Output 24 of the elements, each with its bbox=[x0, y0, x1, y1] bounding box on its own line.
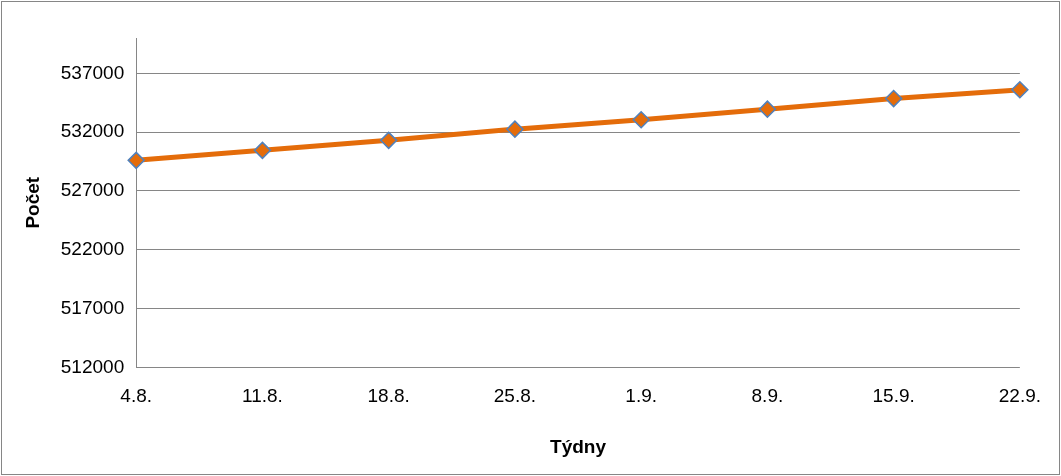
y-axis-title: Počet bbox=[21, 176, 43, 229]
x-tick-label: 4.8. bbox=[120, 385, 153, 407]
point bbox=[884, 89, 903, 108]
x-tick-label: 1.9. bbox=[625, 385, 658, 407]
x-tick-label: 11.8. bbox=[242, 385, 283, 407]
y-tick-label: 517000 bbox=[60, 296, 125, 318]
point bbox=[632, 111, 650, 129]
y-tick-label: 532000 bbox=[60, 120, 125, 142]
point bbox=[127, 151, 145, 170]
point bbox=[253, 141, 272, 160]
x-tick-label: 15.9. bbox=[872, 385, 915, 407]
x-tick-label: 25.8. bbox=[493, 385, 537, 407]
point bbox=[506, 120, 524, 138]
x-tick-label: 22.9. bbox=[998, 385, 1041, 407]
y-tick-label: 527000 bbox=[60, 179, 125, 201]
point bbox=[1011, 81, 1029, 99]
point bbox=[758, 100, 777, 118]
y-tick-label: 512000 bbox=[60, 355, 125, 377]
x-tick-label: 8.9. bbox=[751, 385, 784, 407]
x-axis-title: Týdny bbox=[550, 435, 607, 457]
y-tick-label: 522000 bbox=[60, 237, 125, 259]
point bbox=[379, 131, 398, 150]
y-tick-label: 537000 bbox=[60, 61, 125, 83]
x-tick-label: 18.8. bbox=[367, 385, 410, 407]
